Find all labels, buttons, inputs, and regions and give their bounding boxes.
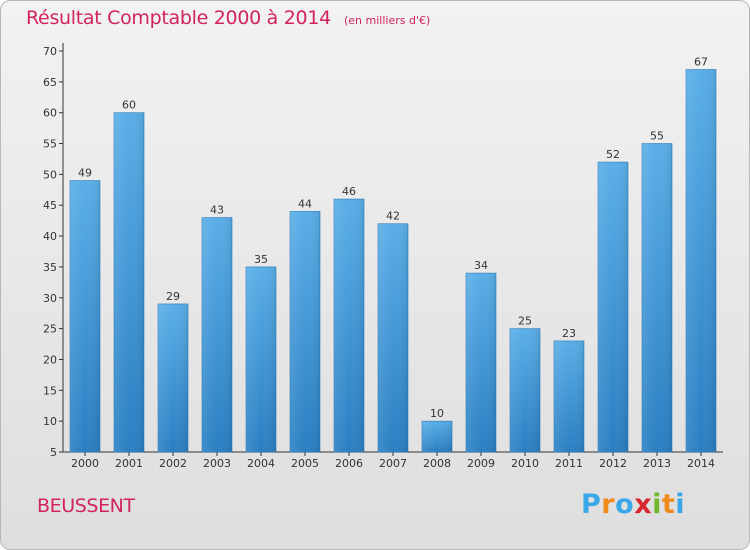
- title-line: Résultat Comptable 2000 à 2014 (en milli…: [26, 7, 430, 29]
- x-tick-label-2007: 2007: [379, 457, 407, 470]
- y-tick-label: 20: [43, 353, 57, 366]
- bar-shade-2004: [246, 266, 276, 452]
- x-tick-label-2000: 2000: [71, 457, 99, 470]
- x-tick-label-2005: 2005: [291, 457, 319, 470]
- value-label-2002: 29: [166, 290, 180, 303]
- y-tick-labels: 5 10 15 20 25 30 35 40 45 50 55 60 65 70: [43, 45, 57, 459]
- x-tick-labels: 2000 2001 2002 2003 2004 2005 2006 2007 2008 2009…: [71, 457, 715, 470]
- value-label-2014: 67: [694, 56, 708, 69]
- bar-shade-2010: [510, 328, 540, 452]
- logo-letter: r: [601, 489, 616, 520]
- logo-letter: i: [652, 489, 662, 520]
- bar-shade-2000: [70, 180, 100, 453]
- chart-title: Résultat Comptable 2000 à 2014: [26, 7, 331, 29]
- value-label-2010: 25: [518, 315, 532, 328]
- y-tick-label: 40: [43, 230, 57, 243]
- bar-shade-2006: [334, 199, 364, 452]
- value-label-2009: 34: [474, 259, 488, 272]
- value-label-2001: 60: [122, 99, 136, 112]
- y-tick-label: 10: [43, 415, 57, 428]
- x-tick-label-2010: 2010: [511, 457, 539, 470]
- chart-value-labels: 49 60 29 43 35 44 46 42 10 34 25 23 52 55 67: [78, 56, 708, 421]
- value-label-2008: 10: [430, 407, 444, 420]
- bar-shade-2011: [554, 340, 584, 452]
- x-tick-label-2001: 2001: [115, 457, 143, 470]
- y-tick-label: 35: [43, 261, 57, 274]
- x-tick-label-2008: 2008: [423, 457, 451, 470]
- value-label-2003: 43: [210, 204, 224, 217]
- value-label-2006: 46: [342, 185, 356, 198]
- bar-shade-2014: [686, 69, 716, 452]
- chart-subtitle: (en milliers d'€): [343, 14, 431, 27]
- x-tick-label-2006: 2006: [335, 457, 363, 470]
- y-tick-label: 65: [43, 76, 57, 89]
- x-tick-label-2014: 2014: [687, 457, 715, 470]
- bar-shade-2012: [598, 162, 628, 453]
- bar-shade-2008: [422, 421, 452, 452]
- value-label-2000: 49: [78, 167, 92, 180]
- logo-letter: o: [615, 489, 635, 520]
- value-label-2007: 42: [386, 210, 400, 223]
- x-tick-label-2009: 2009: [467, 457, 495, 470]
- logo-letter: x: [634, 489, 653, 520]
- y-tick-label: 5: [50, 446, 57, 459]
- bar-shade-2003: [202, 217, 232, 452]
- y-tick-label: 15: [43, 384, 57, 397]
- bar-shade-2013: [642, 143, 672, 453]
- bar-shade-2002: [158, 303, 188, 452]
- bar-shade-2007: [378, 223, 408, 452]
- x-tick-label-2003: 2003: [203, 457, 231, 470]
- chart-bars: [69, 69, 717, 453]
- y-tick-label: 30: [43, 292, 57, 305]
- logo-letter: i: [675, 489, 686, 520]
- value-label-2005: 44: [298, 197, 312, 210]
- y-tick-label: 50: [43, 168, 57, 181]
- y-tick-label: 25: [43, 323, 57, 336]
- y-tick-label: 70: [43, 45, 57, 58]
- logo-letter: t: [661, 489, 676, 520]
- bar-shade-2005: [290, 211, 320, 452]
- proxiti-logo[interactable]: Proxiti: [581, 489, 685, 520]
- value-label-2012: 52: [606, 148, 620, 161]
- x-tick-label-2011: 2011: [555, 457, 583, 470]
- y-tick-label: 55: [43, 138, 57, 151]
- x-tick-label-2002: 2002: [159, 457, 187, 470]
- bar-shade-2001: [114, 112, 144, 452]
- value-label-2004: 35: [254, 253, 268, 266]
- x-tick-label-2004: 2004: [247, 457, 275, 470]
- y-tick-label: 60: [43, 107, 57, 120]
- value-label-2011: 23: [562, 327, 576, 340]
- x-tick-label-2013: 2013: [643, 457, 671, 470]
- bar-shade-2009: [466, 273, 496, 452]
- value-label-2013: 55: [650, 130, 664, 143]
- x-tick-label-2012: 2012: [599, 457, 627, 470]
- logo-letter: P: [581, 489, 602, 520]
- commune-name: BEUSSENT: [37, 495, 135, 517]
- y-tick-label: 45: [43, 199, 57, 212]
